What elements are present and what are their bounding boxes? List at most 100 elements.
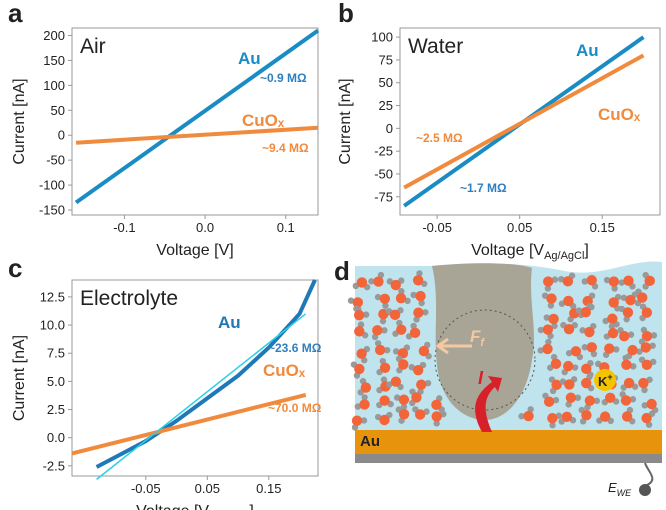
current-arrow <box>475 376 502 432</box>
y-tick-label: -2.5 <box>43 458 65 473</box>
oxygen <box>564 379 575 390</box>
oxygen <box>395 293 407 304</box>
hydrogen <box>603 276 611 284</box>
oxygen <box>625 294 636 306</box>
electrode-label: Au <box>360 433 380 450</box>
hydrogen <box>552 396 560 404</box>
oxygen <box>543 276 554 287</box>
hydrogen <box>518 413 525 420</box>
x-tick-label: 0.05 <box>507 220 532 235</box>
oxygen <box>580 306 592 318</box>
oxygen <box>351 415 363 426</box>
base-layer <box>355 454 662 463</box>
oxygen <box>353 309 365 321</box>
y-tick-label: 0 <box>386 121 393 136</box>
hydrogen <box>630 363 637 370</box>
ion-label: K+ <box>598 372 613 389</box>
oxygen <box>551 379 562 391</box>
molecules <box>347 270 659 431</box>
hydrogen <box>544 285 552 292</box>
force-label: Ff <box>470 327 485 349</box>
ion <box>594 369 616 391</box>
oxygen <box>412 364 424 376</box>
annotation: ~23.6 MΩ <box>268 341 322 355</box>
wire <box>644 462 654 487</box>
oxygen <box>646 398 657 410</box>
oxygen <box>548 313 559 325</box>
x-axis-label-main: Voltage [V <box>136 503 209 510</box>
panel-label: b <box>338 0 354 28</box>
hydrogen <box>422 309 429 316</box>
hydrogen <box>362 311 370 318</box>
ion-symbol: K <box>598 374 608 389</box>
data-line <box>95 279 317 469</box>
au-layer <box>355 430 662 454</box>
oxygen <box>563 295 574 307</box>
oxygen <box>354 326 365 337</box>
hydrogen <box>381 327 388 334</box>
data-line <box>403 53 645 190</box>
potential-symbol: E <box>608 480 617 495</box>
oxygen <box>570 346 582 357</box>
oxygen <box>620 395 632 406</box>
oxygen <box>413 307 424 318</box>
oxygen <box>640 342 652 353</box>
oxygen <box>379 414 390 426</box>
legend-label: Au <box>576 41 599 60</box>
x-axis-label: Voltage [VAg/AgCl] <box>471 242 589 262</box>
y-tick-label: 75 <box>379 52 393 67</box>
oxygen <box>523 410 534 422</box>
oxygen <box>607 313 618 324</box>
oxygen <box>412 275 424 286</box>
oxygen <box>621 359 632 371</box>
potential-label: EWE <box>608 480 632 498</box>
hydrogen <box>574 394 582 401</box>
potential-subscript: WE <box>617 488 632 498</box>
hydrogen <box>382 302 389 309</box>
hydrogen <box>410 291 417 299</box>
legend-label: Au <box>218 313 241 332</box>
oxygen <box>415 290 426 302</box>
x-axis-label: Voltage [V] <box>156 242 233 259</box>
legend-label: CuOₓ <box>263 361 306 380</box>
oxygen <box>604 392 616 403</box>
oxygen <box>396 324 407 335</box>
oxygen <box>581 363 592 375</box>
oxygen <box>621 411 633 422</box>
oxygen <box>563 360 574 372</box>
ion-charge: + <box>607 372 612 382</box>
hydrogen <box>608 323 616 330</box>
oxygen <box>599 411 611 422</box>
oxygen <box>622 307 634 318</box>
hydrogen <box>361 394 368 401</box>
oxygen <box>584 326 595 338</box>
chart-panel: -0.1 0.0 0.1 -150 -100 -50 0 50 100 150 200 Au CuOₓ ~… <box>8 0 320 259</box>
data-line <box>71 392 307 456</box>
annotation: ~0.9 MΩ <box>260 71 307 85</box>
x-axis-label-main: Voltage [V <box>471 242 544 259</box>
y-axis-label: Current [nA] <box>11 335 28 421</box>
hydrogen <box>545 338 552 346</box>
annotation: ~2.5 MΩ <box>416 131 463 145</box>
diagram-panel: Au Ff I K+ EWE d <box>334 256 662 498</box>
oxygen <box>584 395 596 406</box>
chart-panel: -0.05 0.05 0.15 -75 -50 -25 0 25 50 75 100 Au CuOₓ ~2… <box>337 0 661 262</box>
oxygen <box>623 377 635 389</box>
annotation: ~70.0 MΩ <box>268 401 322 415</box>
oxygen <box>627 344 638 356</box>
oxygen <box>547 413 558 424</box>
force-subscript: f <box>480 337 485 349</box>
oxygen <box>390 279 401 291</box>
oxygen <box>619 330 630 342</box>
oxygen <box>641 412 652 424</box>
chart-title: Air <box>80 35 106 58</box>
legend-label: CuOₓ <box>598 105 641 124</box>
oxygen <box>542 324 554 335</box>
force-arrow <box>435 337 472 355</box>
oxygen <box>550 358 562 370</box>
y-tick-label: 50 <box>51 103 65 118</box>
hydrogen <box>547 302 555 309</box>
hydrogen <box>433 420 440 427</box>
oxygen <box>581 409 592 421</box>
y-tick-label: 0.0 <box>47 430 65 445</box>
